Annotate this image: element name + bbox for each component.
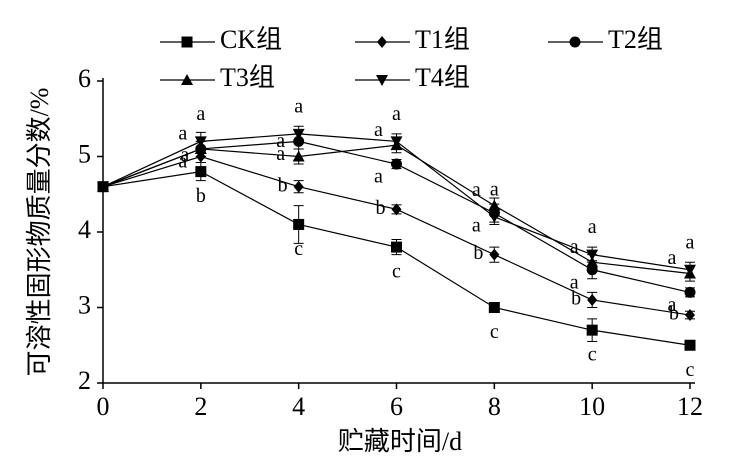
significance-label: b <box>376 197 386 219</box>
data-point <box>195 166 207 178</box>
significance-label: a <box>588 216 597 238</box>
legend-label: T2组 <box>608 25 663 54</box>
x-tick-label: 0 <box>97 392 110 421</box>
series-line <box>102 170 691 346</box>
significance-label: b <box>196 185 206 207</box>
x-tick-label: 10 <box>579 392 605 421</box>
data-point <box>488 302 500 313</box>
data-point <box>292 128 305 140</box>
data-point <box>684 264 696 276</box>
significance-label: a <box>686 231 695 253</box>
legend-marker <box>181 74 193 85</box>
legend-label: T4组 <box>415 63 470 92</box>
significance-label: a <box>570 236 579 258</box>
y-tick-label: 6 <box>78 64 91 93</box>
data-point <box>684 339 696 351</box>
legend-label: T1组 <box>415 25 470 54</box>
significance-label: a <box>178 123 187 145</box>
significance-label: a <box>668 247 677 269</box>
data-point <box>586 249 599 261</box>
legend-marker <box>377 36 387 48</box>
data-point <box>684 286 696 298</box>
significance-label: a <box>276 143 285 165</box>
y-tick-label: 2 <box>78 366 91 395</box>
data-point <box>390 136 403 148</box>
data-point <box>391 158 402 170</box>
significance-label: c <box>588 344 597 366</box>
significance-label: c <box>294 238 303 260</box>
data-point <box>587 293 598 306</box>
data-point <box>488 199 501 211</box>
y-tick-label: 5 <box>78 139 91 168</box>
data-point <box>97 181 109 193</box>
data-point <box>489 248 500 261</box>
y-tick-label: 3 <box>78 290 91 319</box>
x-axis-label: 贮藏时间/d <box>338 427 462 456</box>
data-point <box>293 218 305 230</box>
significance-label: b <box>571 288 581 310</box>
significance-label: a <box>490 178 499 200</box>
data-point <box>488 211 501 223</box>
x-tick-label: 2 <box>194 392 207 421</box>
significance-label: a <box>472 179 481 201</box>
significance-label: a <box>374 166 383 188</box>
significance-label: a <box>196 103 205 125</box>
data-point <box>391 203 402 216</box>
x-tick-label: 6 <box>390 392 403 421</box>
significance-label: a <box>276 130 285 152</box>
significance-label: c <box>490 321 499 343</box>
x-tick-label: 4 <box>292 392 305 421</box>
x-tick-label: 8 <box>488 392 501 421</box>
data-point <box>685 309 695 322</box>
data-point <box>194 136 207 148</box>
significance-label: b <box>669 303 679 325</box>
legend-marker <box>181 36 193 48</box>
legend-label: CK组 <box>220 25 282 54</box>
significance-label: c <box>392 261 401 283</box>
significance-label: c <box>686 359 695 381</box>
data-point <box>293 180 304 193</box>
data-point <box>586 324 598 336</box>
significance-label: a <box>178 151 187 173</box>
legend-marker <box>569 36 581 48</box>
significance-label: a <box>472 215 481 237</box>
legend-marker <box>376 75 388 86</box>
data-point <box>292 150 305 162</box>
significance-label: a <box>668 294 677 316</box>
y-tick-label: 4 <box>78 215 91 244</box>
data-point <box>391 241 402 253</box>
significance-label: a <box>392 103 401 125</box>
legend-label: T3组 <box>220 63 275 92</box>
x-tick-label: 12 <box>677 392 703 421</box>
significance-label: b <box>278 174 288 196</box>
significance-label: a <box>294 95 303 117</box>
significance-label: b <box>473 242 483 264</box>
y-axis-label: 可溶性固形物质量分数/% <box>25 88 54 377</box>
series-line <box>102 155 691 316</box>
significance-label: a <box>570 271 579 293</box>
significance-label: a <box>374 119 383 141</box>
